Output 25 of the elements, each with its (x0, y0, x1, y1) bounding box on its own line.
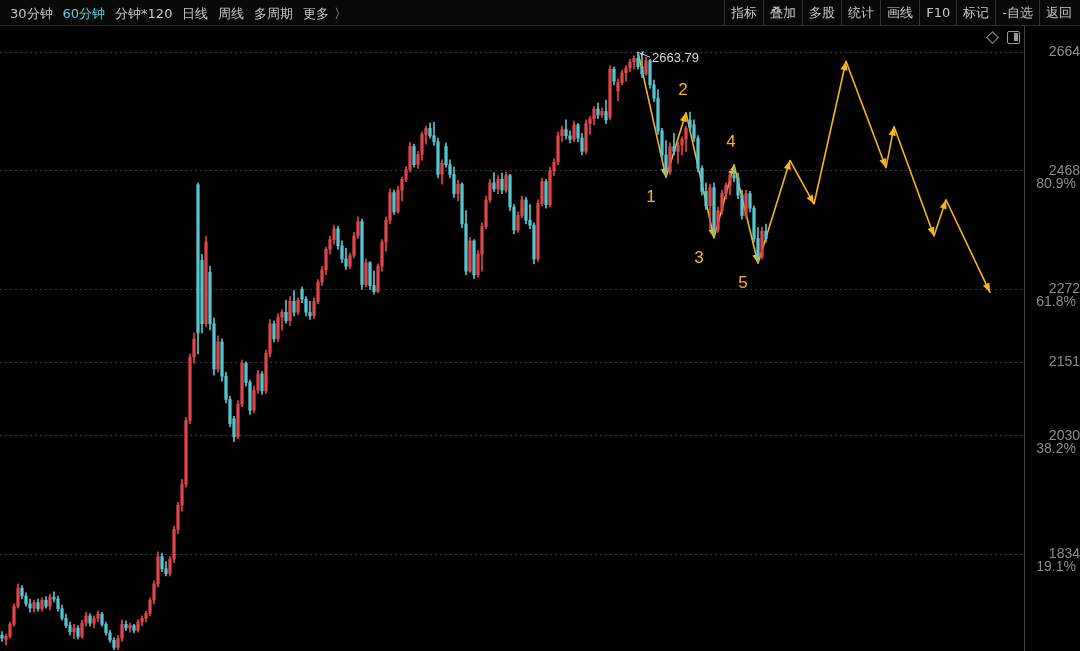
text: 返回 (1046, 4, 1072, 21)
text: 60分钟 (62, 6, 106, 21)
text: 更多 〉 (303, 6, 347, 21)
text: 分钟*120 (115, 6, 173, 21)
text: 画线 (887, 4, 914, 21)
text: 指标 (731, 4, 758, 21)
annotation: 2 (678, 80, 688, 100)
text: 多股 (809, 4, 836, 21)
annotation: 5 (738, 272, 748, 292)
annotation: 3 (694, 247, 704, 267)
text: 30分钟 (10, 6, 53, 21)
text: 叠加 (770, 4, 797, 21)
text: 多周期 (254, 6, 294, 21)
candlestick (72, 624, 76, 639)
text: 周线 (218, 6, 245, 21)
text: 标记 (963, 4, 990, 21)
annotation: 2663.79 (652, 49, 699, 65)
annotation: 1 (646, 187, 656, 207)
text: 统计 (848, 4, 875, 21)
annotation: 4 (726, 132, 736, 152)
text: -自选 (1002, 4, 1033, 21)
y-tick-label: 2664 (1048, 43, 1080, 60)
y-tick-label: 2151 (1048, 353, 1080, 370)
text: 日线 (182, 6, 209, 21)
text: F10 (926, 4, 951, 21)
